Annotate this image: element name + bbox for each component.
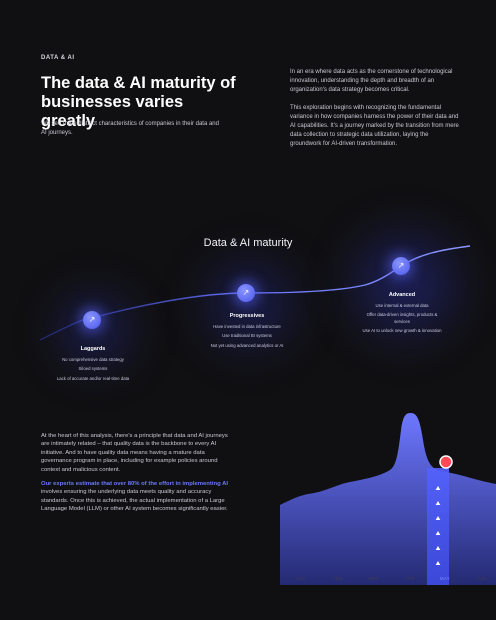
stage-title: Laggards (80, 346, 106, 352)
stage-laggards: Laggards No comprehensive data strategy … (55, 346, 131, 385)
stage-title: Progressives (229, 313, 265, 319)
stage-item: Use traditional BI systems (222, 333, 272, 338)
body-paragraph: At the heart of this analysis, there's a… (41, 433, 228, 473)
x-tick-label: MAR (369, 576, 380, 581)
intro-text: We see three distinct characteristics of… (41, 121, 219, 136)
x-tick-label: APR (405, 576, 415, 581)
arrow-up-icon (435, 501, 441, 505)
eyebrow-label: DATA & AI (41, 55, 75, 61)
stage-progressives: Progressives Have invested in data infra… (208, 313, 286, 352)
stage-item: Not yet using advanced analytics or AI (210, 342, 284, 348)
body-paragraph-highlight: Our experts estimate that over 80% of th… (41, 480, 237, 514)
arrow-up-icon (435, 516, 441, 520)
intro-right-column: In an era where data acts as the corners… (290, 68, 460, 158)
x-tick-label: JAN (296, 576, 306, 581)
arrow-up-icon (435, 486, 441, 490)
stage-item: Offer data-driven insights, products & s… (366, 312, 438, 324)
trend-up-icon: ↗ (88, 315, 96, 324)
glow-progressives (185, 240, 315, 370)
x-tick-label: JUN (477, 576, 487, 581)
arrow-up-icon (435, 546, 441, 550)
glow-advanced (330, 210, 480, 360)
intro-paragraph: In an era where data acts as the corners… (290, 69, 453, 93)
stage-advanced: Advanced Use internal & external data Of… (362, 292, 442, 338)
arrow-up-icon (435, 531, 441, 535)
stage-title: Advanced (388, 292, 416, 298)
trend-up-icon: ↗ (242, 288, 250, 297)
x-tick-label: FEB (333, 576, 343, 581)
stage-item: No comprehensive data strategy (62, 356, 124, 362)
peak-marker (439, 455, 453, 469)
laggards-node: ↗ (83, 311, 101, 329)
page-title: The data & AI maturity of businesses var… (41, 74, 236, 130)
area-fill (280, 413, 496, 585)
glow-laggards (40, 275, 150, 385)
advanced-node: ↗ (392, 257, 410, 275)
intro-paragraph: This exploration begins with recognizing… (290, 105, 459, 147)
arrow-markers (435, 486, 441, 565)
stage-item: Have invested in data infrastructure (213, 323, 281, 329)
highlight-text: Our experts estimate that over 80% of th… (41, 481, 229, 488)
stage-item: Use internal & external data (375, 302, 429, 308)
arrow-up-icon (435, 561, 441, 565)
body-text: At the heart of this analysis, there's a… (41, 432, 237, 520)
highlight-bar (427, 468, 449, 585)
progressives-node: ↗ (237, 284, 255, 302)
maturity-title: Data & AI maturity (203, 237, 293, 249)
trend-up-icon: ↗ (397, 261, 405, 270)
x-tick-label: MAY (440, 576, 450, 581)
stage-item: Use AI to unlock new growth & innovation (362, 328, 442, 333)
stage-item: Lack of accurate and/or real-time data (56, 375, 130, 381)
area-chart (280, 413, 496, 585)
body-text-rest: involves ensuring the underlying data me… (41, 489, 228, 513)
stage-item: Siloed systems (78, 366, 108, 371)
